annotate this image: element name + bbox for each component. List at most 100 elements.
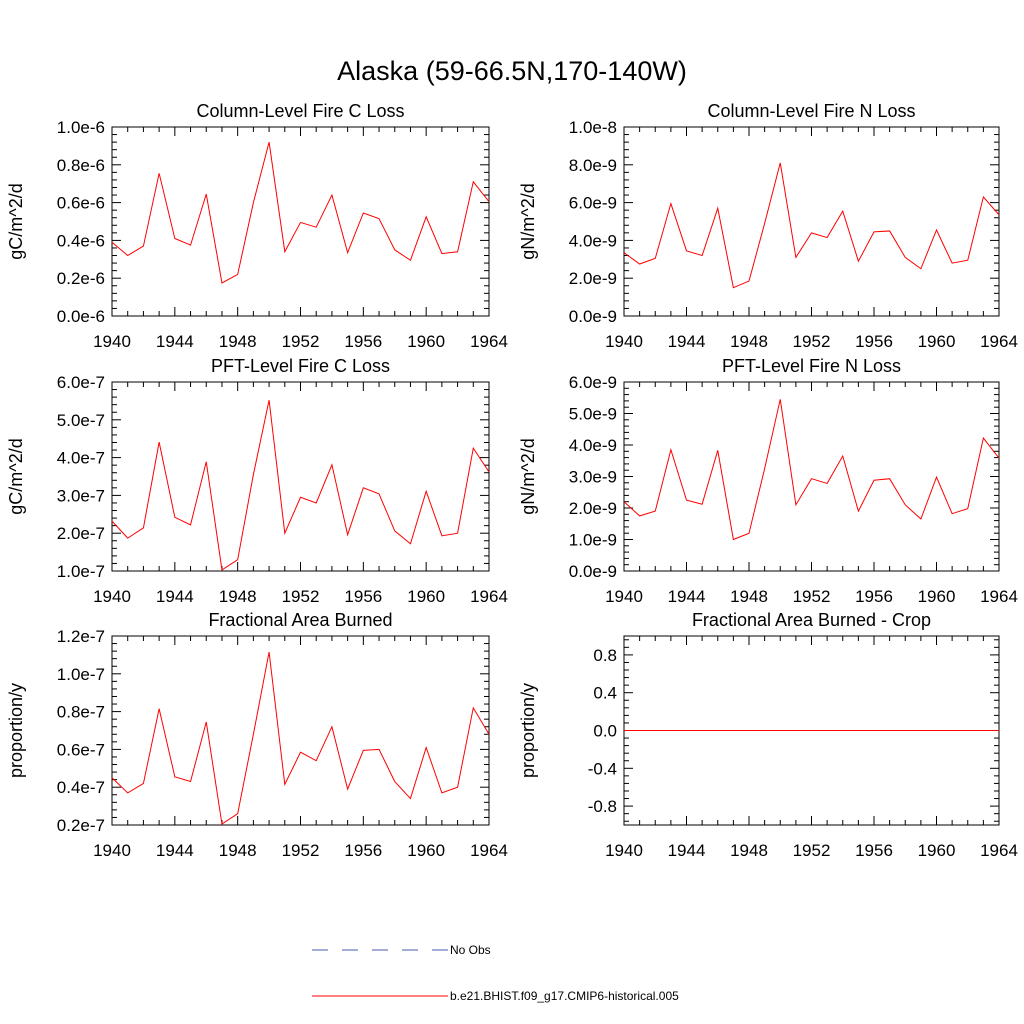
- panel-3: PFT-Level Fire C Loss gC/m^2/d 1940 1944 194…: [6, 356, 508, 606]
- y-tick-label: 0.0: [593, 722, 617, 741]
- panel-title: Fractional Area Burned: [208, 610, 392, 630]
- x-tick-label: 1948: [219, 332, 257, 351]
- x-tick-label: 1964: [980, 332, 1018, 351]
- y-tick-label: -0.8: [588, 797, 617, 816]
- x-tick-label: 1952: [793, 587, 831, 606]
- y-tick-label: 0.8e-7: [57, 703, 105, 722]
- x-tick-label: 1944: [668, 841, 706, 860]
- y-tick-label: 0.8: [593, 646, 617, 665]
- x-tick-label: 1956: [344, 332, 382, 351]
- x-tick-label: 1964: [470, 332, 508, 351]
- panels: Column-Level Fire C Loss gC/m^2/d 1940 1944…: [6, 101, 1018, 860]
- y-tick-label: 8.0e-9: [569, 156, 617, 175]
- x-tick-label: 1940: [605, 587, 643, 606]
- y-tick-label: 0.0e-9: [569, 307, 617, 326]
- panel-6: Fractional Area Burned - Crop proportion/…: [518, 610, 1018, 860]
- panel-title: Column-Level Fire C Loss: [196, 101, 404, 121]
- x-tick-label: 1940: [93, 332, 131, 351]
- y-tick-label: 6.0e-9: [569, 194, 617, 213]
- y-axis-label: gN/m^2/d: [518, 183, 538, 259]
- y-tick-label: 0.4e-7: [57, 778, 105, 797]
- x-tick-label: 1948: [730, 841, 768, 860]
- panel-title: Fractional Area Burned - Crop: [692, 610, 931, 630]
- y-axis-label: proportion/y: [518, 683, 538, 778]
- series-line: [111, 141, 490, 284]
- y-tick-label: 4.0e-9: [569, 436, 617, 455]
- panel-title: PFT-Level Fire N Loss: [722, 356, 901, 376]
- y-tick-label: 1.0e-7: [57, 665, 105, 684]
- y-tick-label: 0.8e-6: [57, 156, 105, 175]
- plot-frame: [111, 126, 490, 317]
- legend: No Obs b.e21.BHIST.f09_g17.CMIP6-histori…: [312, 943, 679, 1003]
- x-tick-label: 1952: [793, 841, 831, 860]
- y-tick-label: 2.0e-9: [569, 269, 617, 288]
- y-axis-label: proportion/y: [6, 683, 26, 778]
- x-tick-label: 1964: [470, 841, 508, 860]
- x-tick-label: 1944: [668, 332, 706, 351]
- plot-frame: [111, 635, 490, 826]
- x-tick-label: 1960: [918, 332, 956, 351]
- x-tick-label: 1956: [855, 587, 893, 606]
- panel-4: PFT-Level Fire N Loss gN/m^2/d 1940 1944 194…: [518, 356, 1018, 606]
- plot-frame: [623, 126, 1000, 317]
- x-tick-label: 1952: [282, 841, 320, 860]
- y-tick-label: 6.0e-9: [569, 373, 617, 392]
- x-tick-label: 1960: [918, 587, 956, 606]
- y-tick-label: 2.0e-9: [569, 499, 617, 518]
- x-tick-label: 1940: [93, 841, 131, 860]
- x-tick-label: 1960: [407, 841, 445, 860]
- x-tick-label: 1956: [344, 841, 382, 860]
- x-tick-label: 1952: [282, 332, 320, 351]
- legend-obs-label: No Obs: [450, 943, 491, 957]
- series-line: [623, 399, 1000, 541]
- y-tick-label: 3.0e-9: [569, 468, 617, 487]
- series-line: [623, 162, 1000, 289]
- y-tick-label: 0.0e-9: [569, 562, 617, 581]
- legend-model-label: b.e21.BHIST.f09_g17.CMIP6-historical.005: [450, 989, 679, 1003]
- y-tick-label: 4.0e-9: [569, 231, 617, 250]
- y-tick-label: 0.6e-6: [57, 194, 105, 213]
- y-axis-label: gC/m^2/d: [6, 183, 26, 259]
- y-tick-label: 3.0e-7: [57, 486, 105, 505]
- x-tick-label: 1944: [156, 841, 194, 860]
- plot-frame: [623, 381, 1000, 572]
- y-tick-label: 0.4: [593, 684, 617, 703]
- y-tick-label: 1.0e-7: [57, 562, 105, 581]
- y-tick-label: 0.2e-6: [57, 269, 105, 288]
- y-tick-label: 1.0e-9: [569, 531, 617, 550]
- x-tick-label: 1956: [344, 587, 382, 606]
- x-tick-label: 1940: [93, 587, 131, 606]
- y-tick-label: -0.4: [588, 759, 617, 778]
- y-tick-label: 1.2e-7: [57, 627, 105, 646]
- y-tick-label: 0.2e-7: [57, 816, 105, 835]
- panel-title: Column-Level Fire N Loss: [707, 101, 915, 121]
- x-tick-label: 1940: [605, 332, 643, 351]
- y-tick-label: 1.0e-8: [569, 118, 617, 137]
- x-tick-label: 1944: [156, 587, 194, 606]
- plot-frame: [111, 381, 490, 572]
- y-tick-label: 0.6e-7: [57, 740, 105, 759]
- panel-5: Fractional Area Burned proportion/y 1940 19…: [6, 610, 508, 860]
- y-tick-label: 4.0e-7: [57, 449, 105, 468]
- series-line: [111, 400, 490, 571]
- figure-title: Alaska (59-66.5N,170-140W): [337, 56, 687, 86]
- x-tick-label: 1956: [855, 332, 893, 351]
- x-tick-label: 1964: [980, 587, 1018, 606]
- y-tick-label: 5.0e-9: [569, 405, 617, 424]
- y-tick-label: 6.0e-7: [57, 373, 105, 392]
- y-axis-label: gN/m^2/d: [518, 438, 538, 514]
- x-tick-label: 1960: [918, 841, 956, 860]
- y-tick-label: 0.0e-6: [57, 307, 105, 326]
- panel-1: Column-Level Fire C Loss gC/m^2/d 1940 1944…: [6, 101, 508, 351]
- x-tick-label: 1940: [605, 841, 643, 860]
- x-tick-label: 1944: [668, 587, 706, 606]
- y-tick-label: 5.0e-7: [57, 411, 105, 430]
- panel-2: Column-Level Fire N Loss gN/m^2/d 1940 1944…: [518, 101, 1018, 351]
- x-tick-label: 1948: [730, 587, 768, 606]
- x-tick-label: 1944: [156, 332, 194, 351]
- x-tick-label: 1948: [730, 332, 768, 351]
- x-tick-label: 1964: [980, 841, 1018, 860]
- series-line: [111, 651, 490, 825]
- y-axis-label: gC/m^2/d: [6, 438, 26, 514]
- x-tick-label: 1960: [407, 332, 445, 351]
